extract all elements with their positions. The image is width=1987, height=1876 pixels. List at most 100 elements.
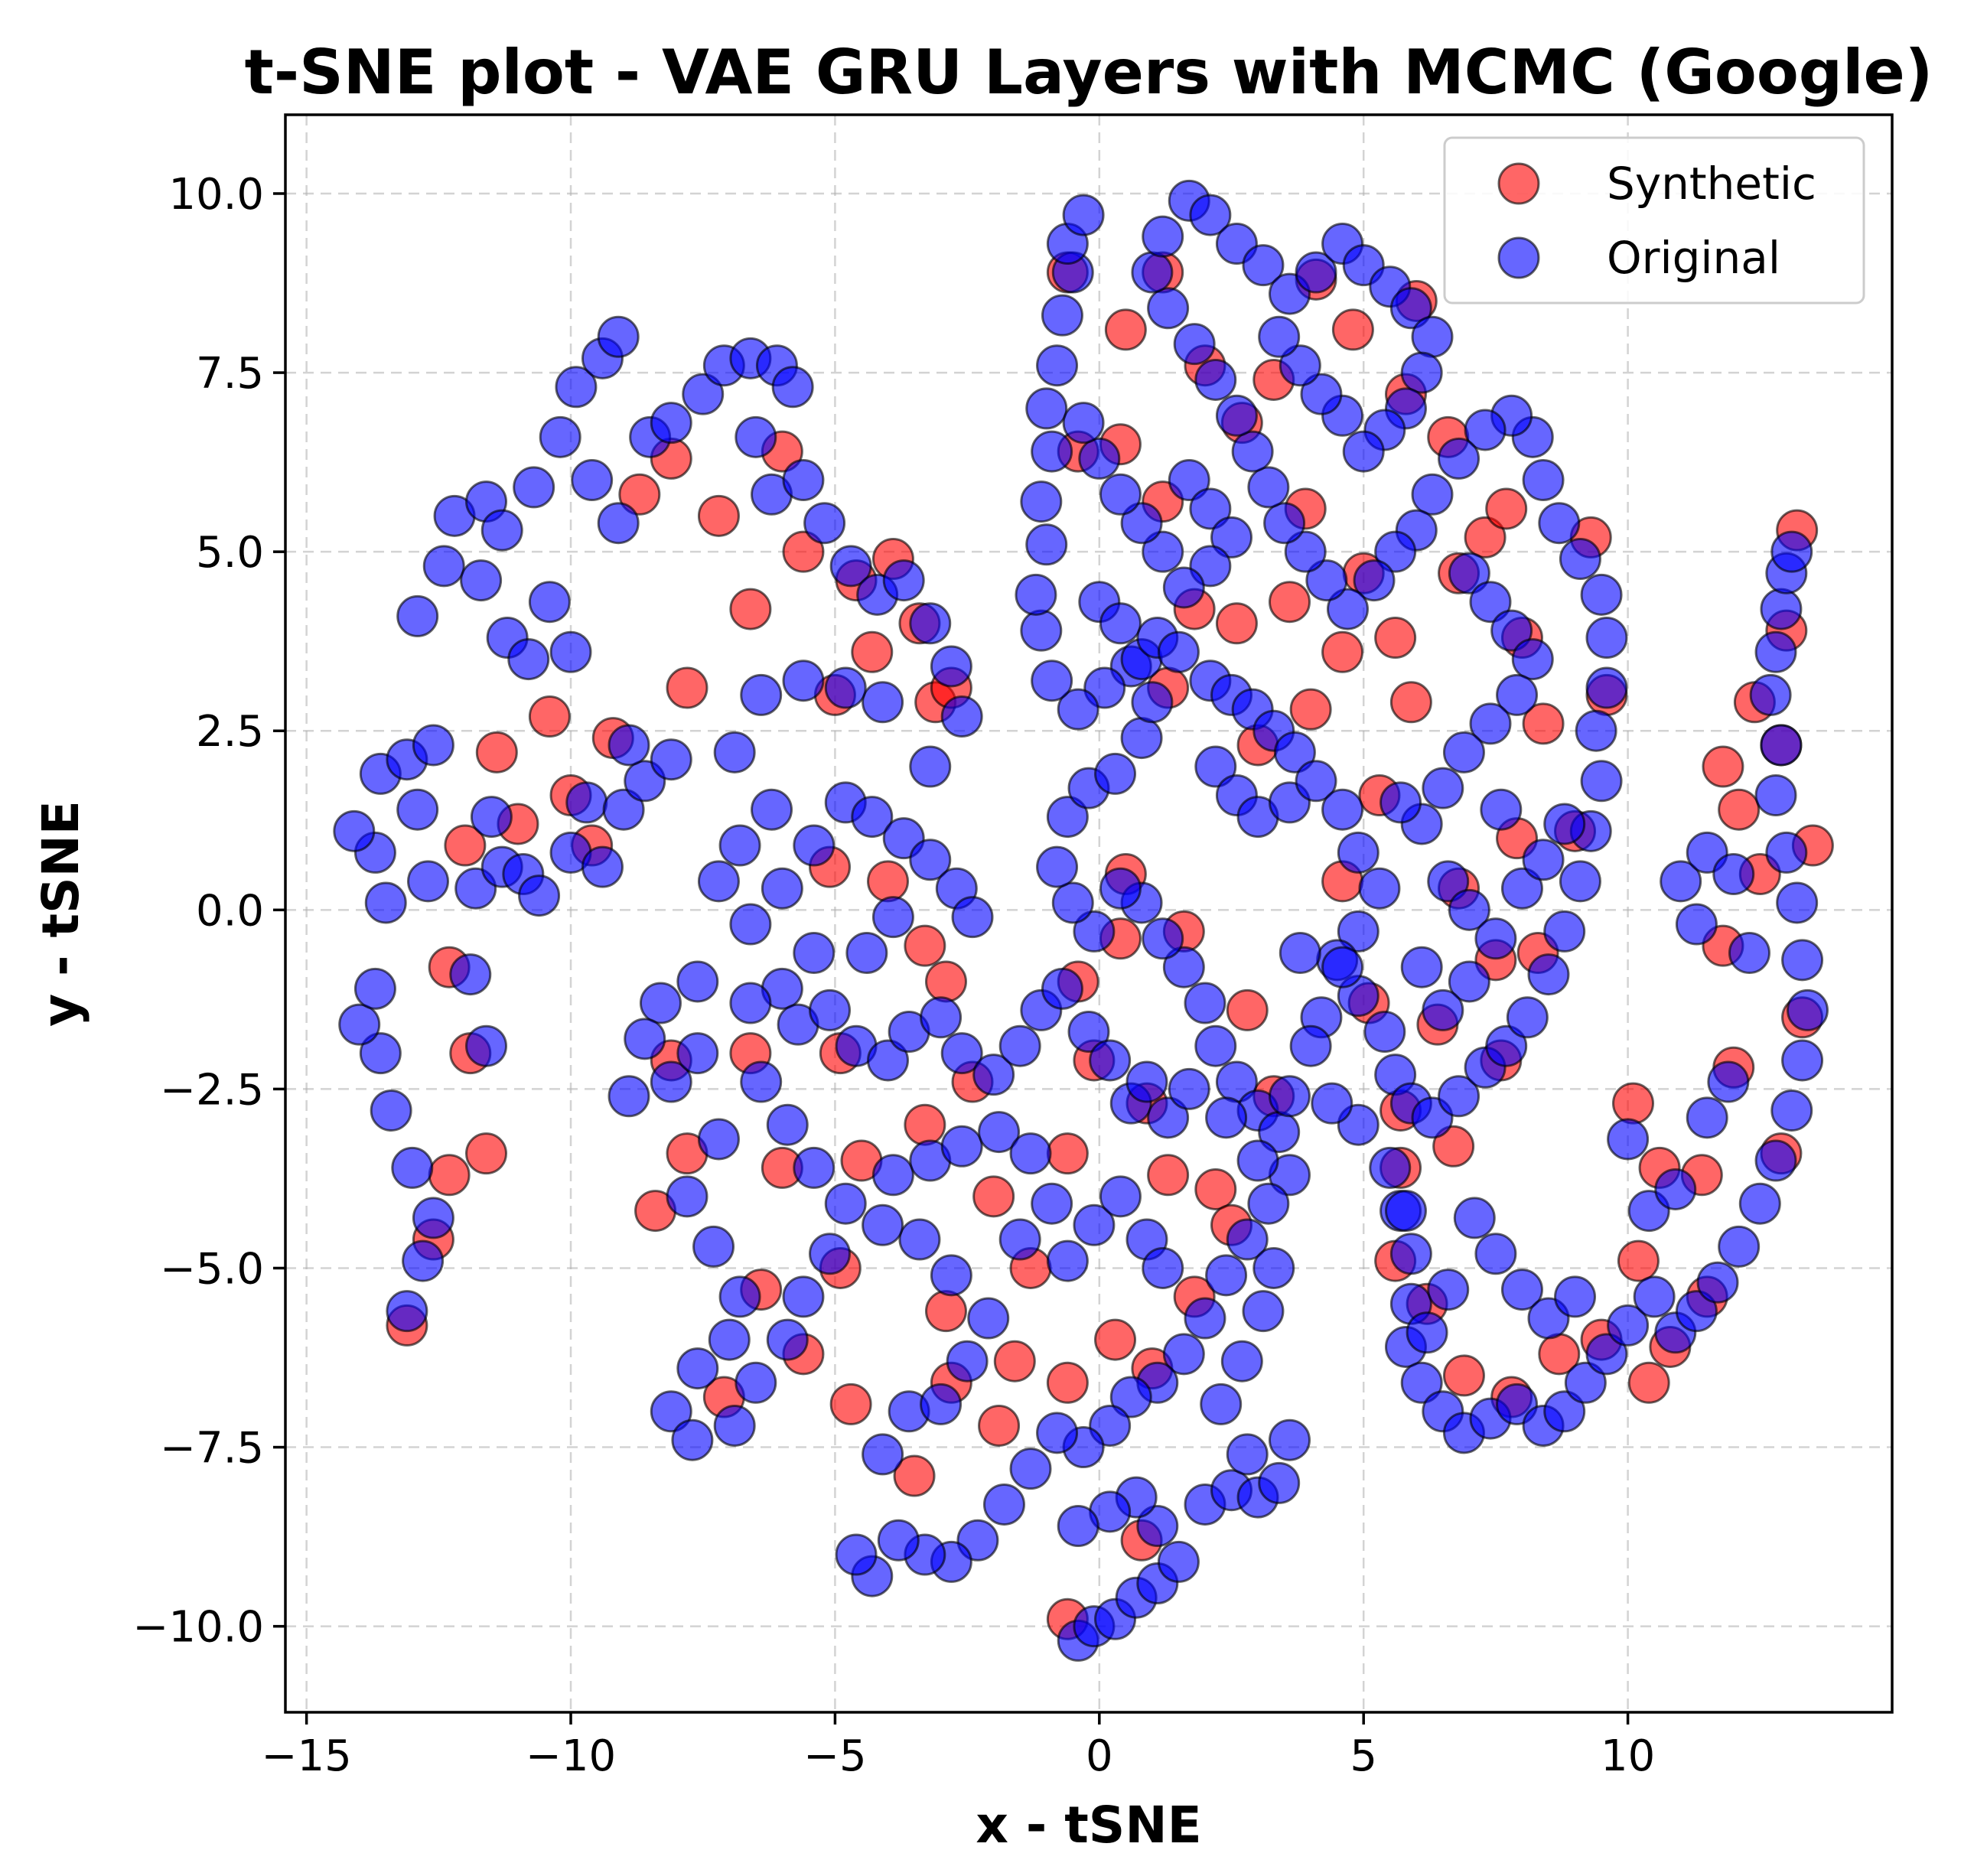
point-original bbox=[608, 724, 650, 767]
point-original bbox=[671, 1418, 714, 1461]
point-original bbox=[1252, 1246, 1295, 1289]
point-synthetic bbox=[1289, 688, 1332, 731]
point-synthetic bbox=[1215, 602, 1258, 645]
point-original bbox=[1099, 1175, 1142, 1218]
point-original bbox=[1485, 1024, 1528, 1067]
point-original bbox=[1046, 796, 1089, 839]
point-original bbox=[581, 845, 624, 888]
point-original bbox=[867, 1039, 909, 1082]
point-original bbox=[1194, 745, 1237, 788]
point-original bbox=[1147, 287, 1190, 330]
point-original bbox=[1311, 1082, 1353, 1125]
point-original bbox=[1543, 803, 1586, 845]
point-original bbox=[1580, 573, 1623, 616]
point-synthetic bbox=[924, 960, 967, 1003]
point-original bbox=[898, 1218, 941, 1261]
point-original bbox=[1607, 1118, 1650, 1161]
point-original bbox=[412, 1197, 454, 1239]
point-original bbox=[1765, 831, 1808, 874]
point-original bbox=[909, 745, 952, 788]
point-original bbox=[480, 509, 523, 552]
point-original bbox=[1675, 1290, 1718, 1333]
point-original bbox=[528, 581, 571, 624]
point-original bbox=[713, 731, 756, 774]
point-original bbox=[1575, 709, 1617, 752]
point-original bbox=[1389, 287, 1432, 330]
point-synthetic bbox=[428, 1154, 471, 1197]
point-original bbox=[1009, 1132, 1052, 1175]
point-original bbox=[1754, 1139, 1797, 1182]
point-original bbox=[998, 1218, 1041, 1261]
point-synthetic bbox=[1389, 681, 1432, 724]
point-original bbox=[1078, 437, 1121, 480]
point-synthetic bbox=[972, 1175, 1015, 1218]
point-original bbox=[1607, 1304, 1650, 1347]
point-original bbox=[1770, 1089, 1813, 1132]
point-original bbox=[391, 1146, 434, 1189]
y-tick-label: −5.0 bbox=[160, 1244, 264, 1294]
point-original bbox=[676, 1032, 719, 1075]
point-original bbox=[555, 366, 598, 409]
point-original bbox=[1020, 609, 1063, 652]
point-original bbox=[1242, 1290, 1285, 1333]
point-original bbox=[998, 1024, 1041, 1067]
point-original bbox=[518, 874, 561, 917]
point-original bbox=[1490, 609, 1533, 652]
point-original bbox=[1284, 530, 1327, 573]
point-original bbox=[782, 660, 825, 702]
point-original bbox=[1295, 251, 1337, 294]
point-original bbox=[650, 1060, 692, 1103]
point-original bbox=[909, 839, 952, 881]
point-original bbox=[1120, 717, 1163, 760]
point-original bbox=[1094, 752, 1137, 795]
point-synthetic bbox=[729, 588, 772, 630]
point-original bbox=[1749, 673, 1792, 716]
point-original bbox=[1025, 387, 1068, 430]
point-original bbox=[1247, 1182, 1290, 1225]
point-synthetic bbox=[1194, 1168, 1237, 1210]
point-synthetic bbox=[893, 1454, 936, 1497]
point-original bbox=[978, 1111, 1021, 1154]
point-original bbox=[697, 1118, 740, 1161]
point-original bbox=[946, 1340, 989, 1383]
point-original bbox=[1242, 244, 1285, 287]
point-original bbox=[1422, 988, 1464, 1031]
point-original bbox=[851, 796, 894, 839]
point-original bbox=[1559, 538, 1601, 581]
point-original bbox=[930, 645, 972, 688]
point-original bbox=[1754, 630, 1797, 673]
point-original bbox=[333, 809, 376, 852]
point-original bbox=[1564, 1361, 1607, 1404]
point-original bbox=[1585, 1333, 1628, 1376]
point-original bbox=[1633, 1275, 1676, 1318]
point-original bbox=[1686, 1096, 1728, 1139]
point-original bbox=[766, 1103, 809, 1146]
point-synthetic bbox=[1464, 516, 1507, 559]
point-original bbox=[338, 1003, 381, 1046]
x-tick-label: 0 bbox=[1086, 1731, 1113, 1781]
point-original bbox=[1142, 215, 1184, 258]
point-original bbox=[1125, 1060, 1168, 1103]
point-synthetic bbox=[444, 824, 487, 867]
point-original bbox=[740, 1060, 783, 1103]
x-tick-label: −10 bbox=[526, 1731, 616, 1781]
point-synthetic bbox=[1432, 1125, 1475, 1168]
x-axis-label: x - tSNE bbox=[976, 1796, 1201, 1855]
point-original bbox=[1453, 1197, 1496, 1239]
point-original bbox=[871, 1154, 914, 1197]
point-original bbox=[1051, 881, 1094, 924]
point-original bbox=[735, 1361, 777, 1404]
point-original bbox=[1464, 409, 1507, 451]
y-tick-label: −10.0 bbox=[132, 1603, 264, 1653]
point-original bbox=[1718, 1225, 1761, 1268]
point-original bbox=[1073, 910, 1116, 953]
point-original bbox=[766, 1318, 809, 1361]
point-synthetic bbox=[1147, 1154, 1190, 1197]
point-original bbox=[697, 860, 740, 903]
point-original bbox=[1220, 1340, 1263, 1383]
plot-frame bbox=[284, 113, 1894, 1714]
point-original bbox=[396, 594, 439, 637]
point-synthetic bbox=[1627, 1361, 1670, 1404]
point-original bbox=[771, 366, 814, 409]
